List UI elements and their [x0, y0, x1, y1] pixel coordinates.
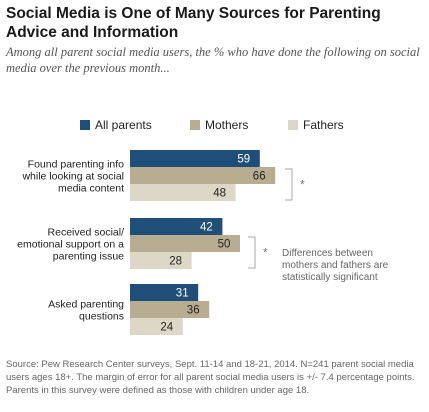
legend-item-fathers: Fathers	[288, 118, 344, 132]
bar	[130, 184, 236, 201]
significance-note: statistically significant	[282, 272, 378, 283]
data-label: 50	[218, 239, 231, 251]
data-label: 48	[213, 188, 226, 200]
significance-star: *	[263, 246, 268, 260]
legend-label-all-parents: All parents	[95, 118, 152, 132]
significance-bracket	[248, 236, 256, 269]
significance-star: *	[300, 178, 305, 192]
category-label: parenting issue	[53, 251, 124, 263]
category-label: while looking at social	[21, 171, 124, 183]
bar	[130, 284, 199, 301]
bar	[130, 235, 240, 252]
category-label: Found parenting info	[28, 159, 124, 171]
data-label: 59	[237, 154, 250, 166]
source-note: Source: Pew Research Center surveys, Sep…	[6, 359, 415, 396]
category-label: questions	[79, 311, 124, 323]
significance-bracket	[285, 168, 293, 201]
legend-swatch-fathers	[288, 120, 298, 130]
bar	[130, 218, 223, 235]
data-label: 36	[187, 305, 200, 317]
legend-item-mothers: Mothers	[190, 118, 248, 132]
bar	[130, 252, 192, 269]
legend-label-mothers: Mothers	[205, 118, 249, 132]
legend-swatch-mothers	[190, 120, 200, 130]
bar	[130, 318, 183, 335]
chart-subtitle: Among all parent social media users, the…	[6, 45, 420, 75]
chart-title: Social Media is One of Many Sources for …	[6, 5, 381, 41]
bar	[130, 150, 260, 167]
category-label: Asked parenting	[48, 299, 124, 311]
category-label: Received social/	[48, 227, 125, 239]
significance-note: mothers and fathers are	[282, 260, 389, 271]
bar	[130, 167, 276, 184]
significance-note: Differences between	[282, 248, 373, 259]
legend-swatch-all-parents	[80, 120, 90, 130]
bar	[130, 301, 210, 318]
data-label: 24	[160, 322, 173, 334]
legend-item-all-parents: All parents	[80, 118, 152, 132]
data-label: 31	[176, 288, 189, 300]
data-label: 66	[253, 171, 266, 183]
legend-label-fathers: Fathers	[303, 118, 344, 132]
data-label: 42	[200, 222, 213, 234]
data-label: 28	[169, 256, 182, 268]
category-label: media content	[58, 183, 124, 195]
chart-legend: All parents Mothers Fathers	[0, 118, 429, 134]
category-label: emotional support on a	[17, 239, 124, 251]
